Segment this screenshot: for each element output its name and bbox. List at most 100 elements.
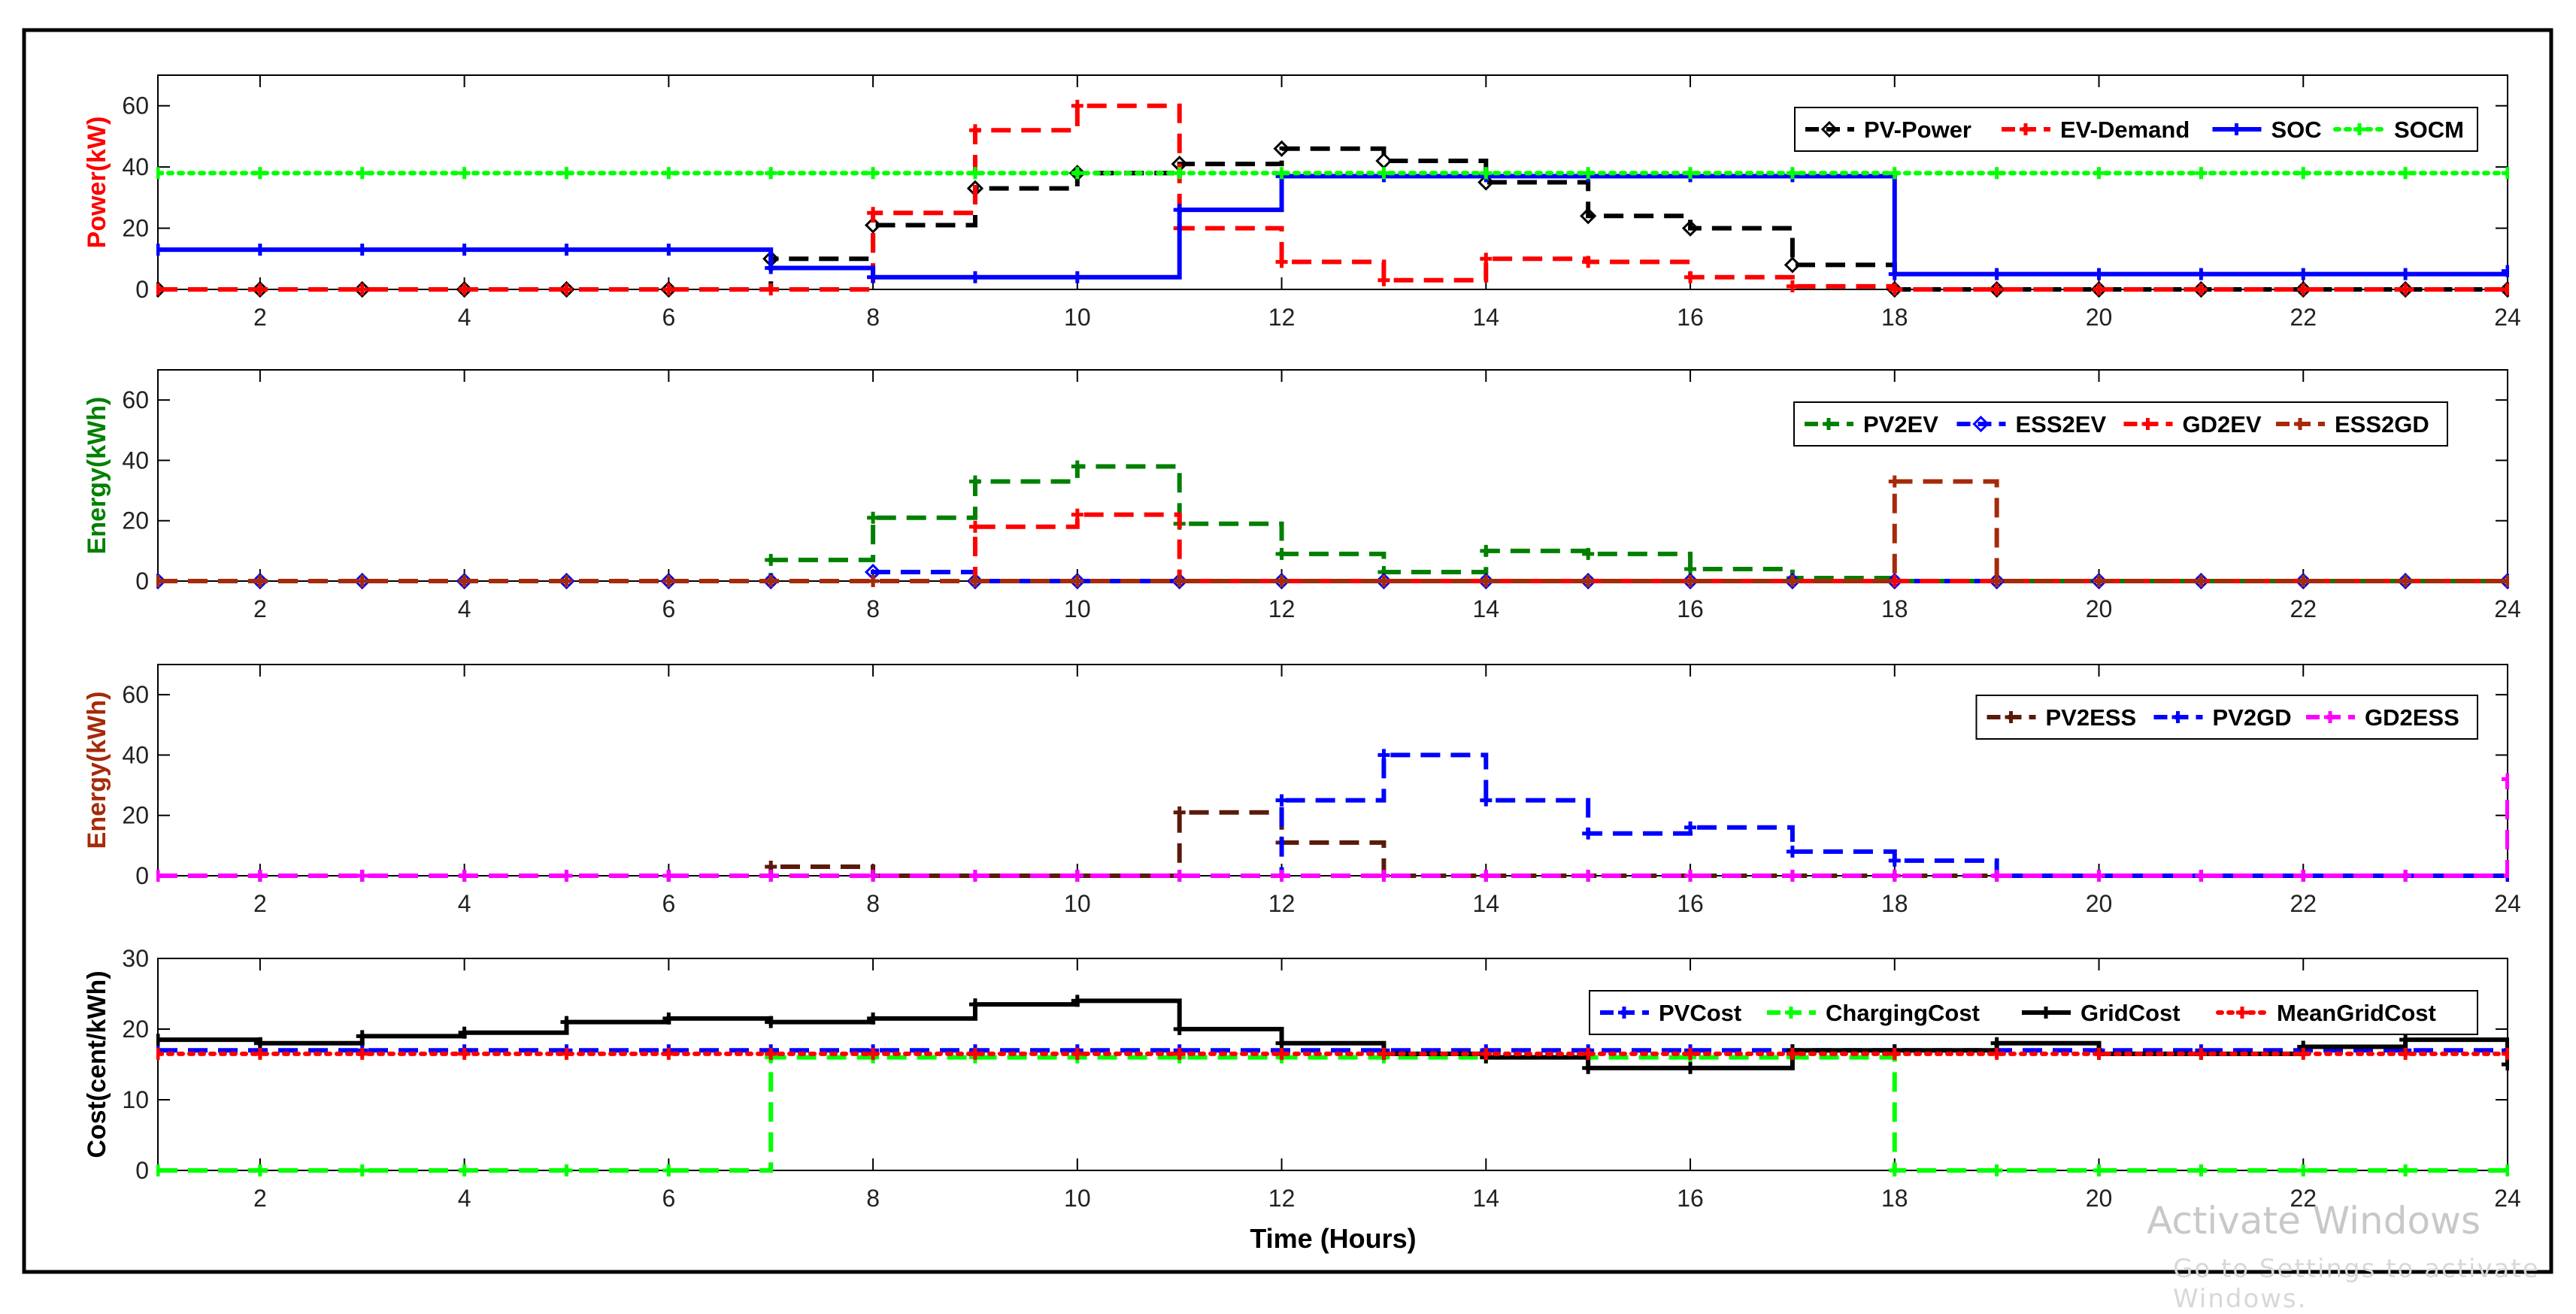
legend-item-pv-power: PV-Power <box>1805 117 1971 143</box>
x-tick-label: 18 <box>1881 595 1908 622</box>
data-point <box>356 575 368 587</box>
legend-marker <box>1823 418 1835 430</box>
x-tick-label: 10 <box>1064 304 1091 331</box>
data-point <box>1582 1047 1595 1060</box>
data-point <box>1990 1047 2003 1060</box>
data-point <box>1888 475 1901 488</box>
data-point <box>356 244 368 256</box>
series-gd2ess <box>156 773 2509 882</box>
data-point <box>1582 870 1595 882</box>
legend-marker <box>2236 1007 2248 1019</box>
data-point <box>1784 256 1802 274</box>
x-tick-label: 6 <box>662 595 675 622</box>
data-point <box>156 1034 164 1046</box>
data-point <box>1990 575 2003 587</box>
legend-marker <box>2141 418 2154 430</box>
legend-label: ChargingCost <box>1826 1000 1980 1026</box>
legend-item-pv2gd: PV2GD <box>2153 704 2292 731</box>
data-point <box>560 244 573 256</box>
x-tick-label: 2 <box>253 595 267 622</box>
series-soc <box>156 170 2509 283</box>
data-point <box>867 271 880 283</box>
data-point <box>1684 167 1697 180</box>
data-point <box>867 870 880 882</box>
x-tick-label: 8 <box>866 890 880 917</box>
data-point <box>1990 1037 2003 1049</box>
data-point <box>156 575 164 587</box>
data-point <box>253 1047 266 1060</box>
x-tick-label: 22 <box>2290 1185 2317 1212</box>
legend-label: SOCM <box>2394 117 2464 143</box>
data-point <box>2399 268 2412 280</box>
legend-label: PV2GD <box>2213 704 2292 731</box>
data-point <box>662 1047 675 1060</box>
x-tick-label: 10 <box>1064 890 1091 917</box>
data-point <box>560 283 573 295</box>
data-point <box>968 167 981 180</box>
legend-item-pv2ev: PV2EV <box>1805 411 1938 437</box>
data-point <box>2399 1034 2412 1046</box>
series-line <box>158 1055 2508 1173</box>
data-point <box>1071 575 1083 587</box>
data-point <box>867 1012 880 1025</box>
y-tick-label: 0 <box>135 568 149 595</box>
data-point <box>1888 854 1901 867</box>
x-tick-label: 14 <box>1473 1185 1500 1212</box>
legend-item-pvcost: PVCost <box>1600 1000 1741 1026</box>
data-point <box>1786 167 1799 180</box>
data-point <box>560 167 573 180</box>
data-point <box>968 1047 981 1060</box>
x-tick-label: 12 <box>1268 595 1296 622</box>
x-tick-label: 2 <box>253 1185 267 1212</box>
y-axis-label: Power(kW) <box>83 117 111 249</box>
data-point <box>1275 575 1288 587</box>
x-tick-label: 14 <box>1473 890 1500 917</box>
data-point <box>1173 1023 1186 1035</box>
legend-label: GD2EV <box>2183 411 2262 437</box>
y-tick-label: 0 <box>135 276 149 303</box>
y-tick-label: 60 <box>122 386 149 413</box>
y-tick-label: 30 <box>122 945 149 972</box>
legend-label: ESS2GD <box>2335 411 2429 437</box>
legend-marker <box>2005 711 2017 723</box>
x-tick-label: 18 <box>1881 1185 1908 1212</box>
legend-label: EV-Demand <box>2060 117 2190 143</box>
data-point <box>356 1030 368 1043</box>
data-point <box>1990 283 2003 295</box>
data-point <box>458 870 471 882</box>
data-point <box>560 1047 573 1060</box>
legend-item-meangridcost: MeanGridCost <box>2216 1000 2436 1026</box>
legend-label: PV2EV <box>1863 411 1938 437</box>
data-point <box>1071 1047 1083 1060</box>
data-point <box>1582 1061 1595 1074</box>
data-point <box>662 1164 675 1176</box>
data-point <box>458 283 471 295</box>
x-tick-label: 20 <box>2086 1185 2113 1212</box>
y-tick-label: 20 <box>122 802 149 829</box>
series-layer <box>156 749 2509 882</box>
data-point <box>2297 283 2310 295</box>
data-point <box>1377 870 1390 882</box>
data-point <box>765 870 777 882</box>
data-point <box>867 167 880 180</box>
data-point <box>458 167 471 180</box>
data-point <box>1684 821 1697 834</box>
x-tick-label: 4 <box>458 595 471 622</box>
data-point <box>2399 1164 2412 1176</box>
x-tick-label: 22 <box>2290 304 2317 331</box>
x-tick-label: 10 <box>1064 1185 1091 1212</box>
data-point <box>2399 575 2412 587</box>
data-point <box>253 1037 266 1049</box>
x-tick-label: 24 <box>2494 595 2521 622</box>
data-point <box>1582 167 1595 180</box>
data-point <box>1173 806 1186 819</box>
data-point <box>1786 870 1799 882</box>
data-point <box>1580 207 1597 225</box>
data-point <box>253 575 266 587</box>
data-point <box>1275 870 1288 882</box>
data-point <box>1684 271 1697 283</box>
data-point <box>1480 794 1493 807</box>
data-point <box>662 167 675 180</box>
x-tick-label: 22 <box>2290 890 2317 917</box>
data-point <box>2297 1047 2310 1060</box>
